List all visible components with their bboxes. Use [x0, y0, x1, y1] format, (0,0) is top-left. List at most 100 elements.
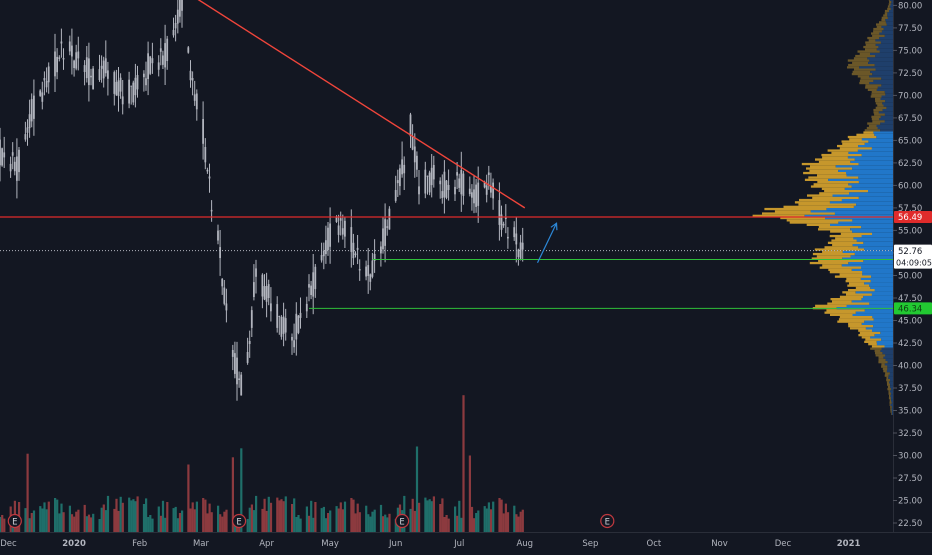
profile-bar-down — [831, 151, 849, 154]
volume-bar — [41, 508, 44, 532]
profile-bar-down — [889, 399, 891, 402]
profile-bar-up — [834, 212, 893, 215]
price-tick-label: 77.50 — [898, 24, 922, 34]
candle-body — [92, 68, 94, 90]
time-tick-label: Jul — [453, 539, 464, 549]
profile-bar-down — [865, 48, 877, 51]
profile-bar-down — [817, 174, 847, 177]
profile-bar-down — [840, 232, 872, 235]
profile-bar-down — [868, 39, 876, 42]
volume-bar — [371, 511, 374, 532]
candle-body — [179, 0, 181, 17]
profile-bar-down — [832, 300, 852, 303]
price-tick-label: 47.50 — [898, 294, 922, 304]
profile-bar-up — [863, 241, 893, 244]
profile-bar-down — [839, 273, 863, 276]
volume-bar — [104, 510, 107, 532]
profile-bar-down — [827, 149, 858, 152]
volume-bar — [195, 501, 198, 532]
candle-body — [176, 9, 179, 24]
candle-body — [98, 69, 101, 80]
candle-body — [60, 41, 63, 44]
profile-bar-up — [878, 45, 893, 49]
time-tick-label: 2021 — [837, 539, 861, 549]
candle-body — [352, 242, 355, 259]
price-tick-label: 60.00 — [898, 181, 922, 191]
volume-bar — [221, 516, 224, 532]
profile-bar-up — [885, 21, 893, 24]
candle-body — [149, 56, 152, 74]
profile-bar-up — [852, 230, 893, 233]
volume-bar — [217, 505, 220, 532]
profile-bar-up — [841, 198, 893, 202]
candle-body — [45, 80, 48, 88]
candle-body — [47, 66, 50, 83]
profile-bar-up — [878, 111, 893, 114]
profile-bar-up — [861, 225, 893, 229]
candle-body — [371, 260, 374, 277]
candle-body — [500, 214, 503, 230]
volume-bar — [432, 496, 435, 532]
volume-bar — [265, 510, 268, 532]
candle-body — [13, 161, 16, 172]
candle-body — [136, 75, 139, 90]
candle-body — [58, 57, 61, 59]
time-tick-label: Mar — [193, 539, 210, 549]
trendline — [197, 0, 526, 209]
profile-bar-up — [871, 293, 893, 296]
candle-body — [492, 182, 494, 199]
price-tick-label: 40.00 — [898, 362, 922, 372]
volume-bar — [39, 506, 42, 532]
volume-bar — [513, 505, 516, 532]
profile-bar-down — [867, 88, 877, 91]
profile-bar-down — [889, 394, 891, 397]
profile-bar-up — [884, 34, 893, 37]
volume-bar — [384, 514, 387, 532]
profile-bar-up — [842, 250, 893, 253]
price-axis[interactable]: 22.50 25.00 27.50 30.00 32.50 35.00 37.50 40.00… — [893, 0, 932, 550]
candle-body — [3, 152, 6, 158]
profile-bar-down — [890, 408, 892, 411]
profile-bar-down — [861, 336, 871, 339]
profile-bar-down — [852, 61, 868, 64]
profile-bar-down — [875, 352, 883, 355]
candle-body — [157, 62, 160, 70]
candle-body — [418, 186, 420, 195]
profile-bar-up — [858, 180, 893, 184]
profile-bar-up — [875, 68, 893, 71]
profile-bar-down — [806, 167, 853, 170]
volume-bar — [132, 499, 135, 532]
candle-body — [62, 58, 65, 60]
volume-bar — [255, 495, 258, 532]
volume-bar — [329, 510, 332, 532]
profile-bar-down — [798, 203, 857, 206]
volume-bar — [231, 457, 234, 532]
price-tick-label: 37.50 — [898, 384, 922, 394]
candle-body — [386, 226, 389, 228]
candle-body — [468, 188, 471, 195]
projection-arrow-head — [550, 222, 558, 231]
time-axis[interactable]: Dec 2020 Feb Mar Apr May Jun Jul Aug Sep Oct Nov Dec… — [0, 532, 932, 550]
profile-bar-down — [883, 370, 887, 373]
earnings-marker — [232, 513, 247, 529]
profile-bar-up — [857, 149, 893, 152]
profile-bar-up — [872, 72, 893, 76]
profile-bar-up — [890, 385, 893, 388]
candle-body — [107, 70, 109, 79]
profile-bar-up — [852, 167, 893, 170]
candle-body — [502, 223, 505, 226]
price-tick-label: 30.00 — [898, 452, 922, 462]
profile-bar-down — [831, 239, 857, 242]
profile-bar-down — [881, 363, 885, 366]
volume-bar — [492, 501, 495, 532]
profile-bar-down — [783, 205, 854, 208]
profile-bar-down — [859, 79, 874, 82]
time-tick-label: Feb — [132, 539, 147, 549]
volume-bar — [443, 517, 446, 532]
profile-bar-down — [858, 329, 872, 332]
candle-body — [225, 303, 228, 311]
candle-body — [314, 266, 317, 290]
